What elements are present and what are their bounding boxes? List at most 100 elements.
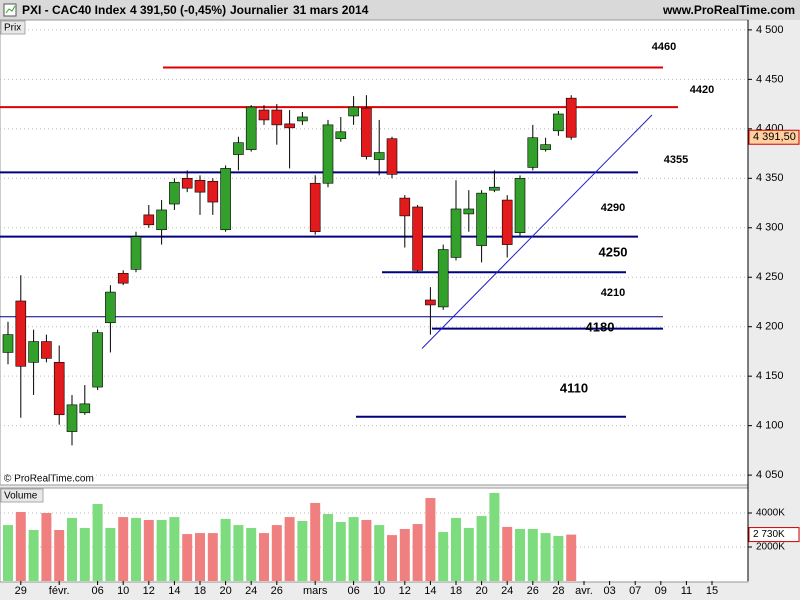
x-tick-label: 12 bbox=[143, 585, 155, 597]
y-tick-label: 4000K bbox=[756, 508, 785, 519]
x-tick-label: févr. bbox=[49, 585, 70, 597]
candle-body bbox=[169, 181, 180, 205]
candle-body bbox=[2, 334, 14, 353]
x-tick-label: 24 bbox=[501, 585, 513, 597]
last-price-tag bbox=[748, 129, 800, 145]
candle-body bbox=[130, 236, 142, 270]
last-price-label: 4 391,50 bbox=[753, 131, 796, 143]
volume-bar bbox=[15, 511, 26, 581]
chart-title: PXI - CAC40 Index bbox=[22, 3, 126, 17]
x-tick-label: 28 bbox=[552, 585, 564, 597]
level-label: 4210 bbox=[601, 287, 625, 299]
x-tick-label: 10 bbox=[373, 585, 385, 597]
candle-body bbox=[565, 97, 577, 138]
chart-icon-line bbox=[5, 5, 16, 14]
volume-bar bbox=[67, 517, 77, 581]
volume-bar bbox=[143, 519, 154, 581]
volume-bar bbox=[297, 520, 308, 581]
candle-body bbox=[437, 249, 449, 308]
panel-label-box bbox=[0, 20, 26, 35]
price-panel bbox=[0, 19, 749, 486]
candle-body bbox=[258, 109, 270, 121]
x-tick-label: 07 bbox=[629, 585, 641, 597]
candle-body bbox=[156, 209, 167, 231]
candle-body bbox=[335, 131, 347, 140]
volume-bar bbox=[92, 503, 103, 581]
x-tick-label: 14 bbox=[168, 585, 180, 597]
candle-body bbox=[194, 179, 206, 193]
volume-bar bbox=[195, 533, 205, 581]
x-tick-label: 20 bbox=[219, 585, 231, 597]
candle-body bbox=[373, 152, 385, 160]
x-tick-label: 06 bbox=[91, 585, 103, 597]
candle-body bbox=[271, 109, 283, 126]
volume-bar bbox=[310, 502, 321, 581]
candle-body bbox=[450, 208, 462, 258]
x-tick-label: 18 bbox=[450, 585, 462, 597]
candle-body bbox=[245, 106, 257, 150]
level-label: 4460 bbox=[652, 41, 676, 53]
candle-body bbox=[181, 177, 193, 189]
level-label: 4355 bbox=[664, 154, 688, 166]
volume-bar bbox=[374, 525, 385, 581]
volume-bar bbox=[540, 533, 551, 581]
date: 31 mars 2014 bbox=[293, 3, 369, 17]
volume-bar bbox=[284, 517, 295, 581]
candle-body bbox=[322, 124, 334, 184]
volume-bar bbox=[169, 517, 180, 581]
candle-body bbox=[489, 186, 500, 191]
x-tick-label: 11 bbox=[681, 585, 692, 597]
x-tick-label: 26 bbox=[271, 585, 283, 597]
volume-bar bbox=[54, 529, 65, 581]
level-label: 4110 bbox=[560, 380, 588, 395]
volume-bar bbox=[387, 535, 397, 581]
source: www.ProRealTime.com bbox=[662, 3, 795, 17]
volume-bar bbox=[476, 516, 487, 581]
candle-body bbox=[514, 177, 526, 234]
volume-bar bbox=[271, 525, 282, 581]
candle-body bbox=[476, 192, 487, 246]
volume-bar bbox=[348, 517, 359, 581]
candle-body bbox=[92, 332, 103, 388]
candle-body bbox=[207, 180, 219, 203]
volume-bar bbox=[28, 529, 39, 581]
candle-body bbox=[501, 199, 513, 245]
volume-bar bbox=[3, 525, 13, 581]
volume-bar bbox=[451, 517, 461, 581]
volume-bar bbox=[131, 517, 141, 581]
candle-body bbox=[309, 182, 321, 233]
volume-bar bbox=[489, 492, 500, 581]
volume-bar bbox=[79, 527, 90, 581]
candle-body bbox=[28, 341, 39, 363]
last-volume-tag bbox=[748, 527, 800, 543]
x-tick-label: 06 bbox=[347, 585, 359, 597]
x-tick-label: 26 bbox=[527, 585, 539, 597]
trendline bbox=[421, 114, 653, 349]
volume-bar bbox=[156, 519, 167, 581]
x-tick-label: 12 bbox=[399, 585, 411, 597]
quote: 4 391,50 (-0,45%) bbox=[130, 3, 226, 17]
candle-body bbox=[143, 214, 155, 226]
y-tick-label: 4 300 bbox=[756, 222, 784, 234]
y-tick-label: 4 250 bbox=[756, 271, 784, 283]
candle-body bbox=[233, 142, 244, 155]
candle-body bbox=[348, 106, 359, 117]
candle-body bbox=[15, 300, 27, 367]
y-tick-label: 4 050 bbox=[756, 469, 784, 481]
volume-bar bbox=[335, 522, 346, 581]
candle-body bbox=[41, 341, 52, 359]
copyright: © ProRealTime.com bbox=[4, 474, 94, 485]
y-tick-label: 4 350 bbox=[756, 172, 784, 184]
x-tick-label: 09 bbox=[655, 585, 667, 597]
candle-body bbox=[425, 299, 436, 306]
volume-panel-label: Volume bbox=[4, 491, 38, 502]
volume-bar bbox=[233, 525, 244, 581]
volume-bar bbox=[553, 535, 564, 581]
x-tick-label: 20 bbox=[475, 585, 487, 597]
x-tick-label: mars bbox=[303, 585, 328, 597]
candle-body bbox=[117, 272, 129, 284]
period: Journalier bbox=[230, 3, 288, 17]
y-tick-label: 4 500 bbox=[756, 24, 784, 36]
volume-bar bbox=[323, 514, 333, 581]
